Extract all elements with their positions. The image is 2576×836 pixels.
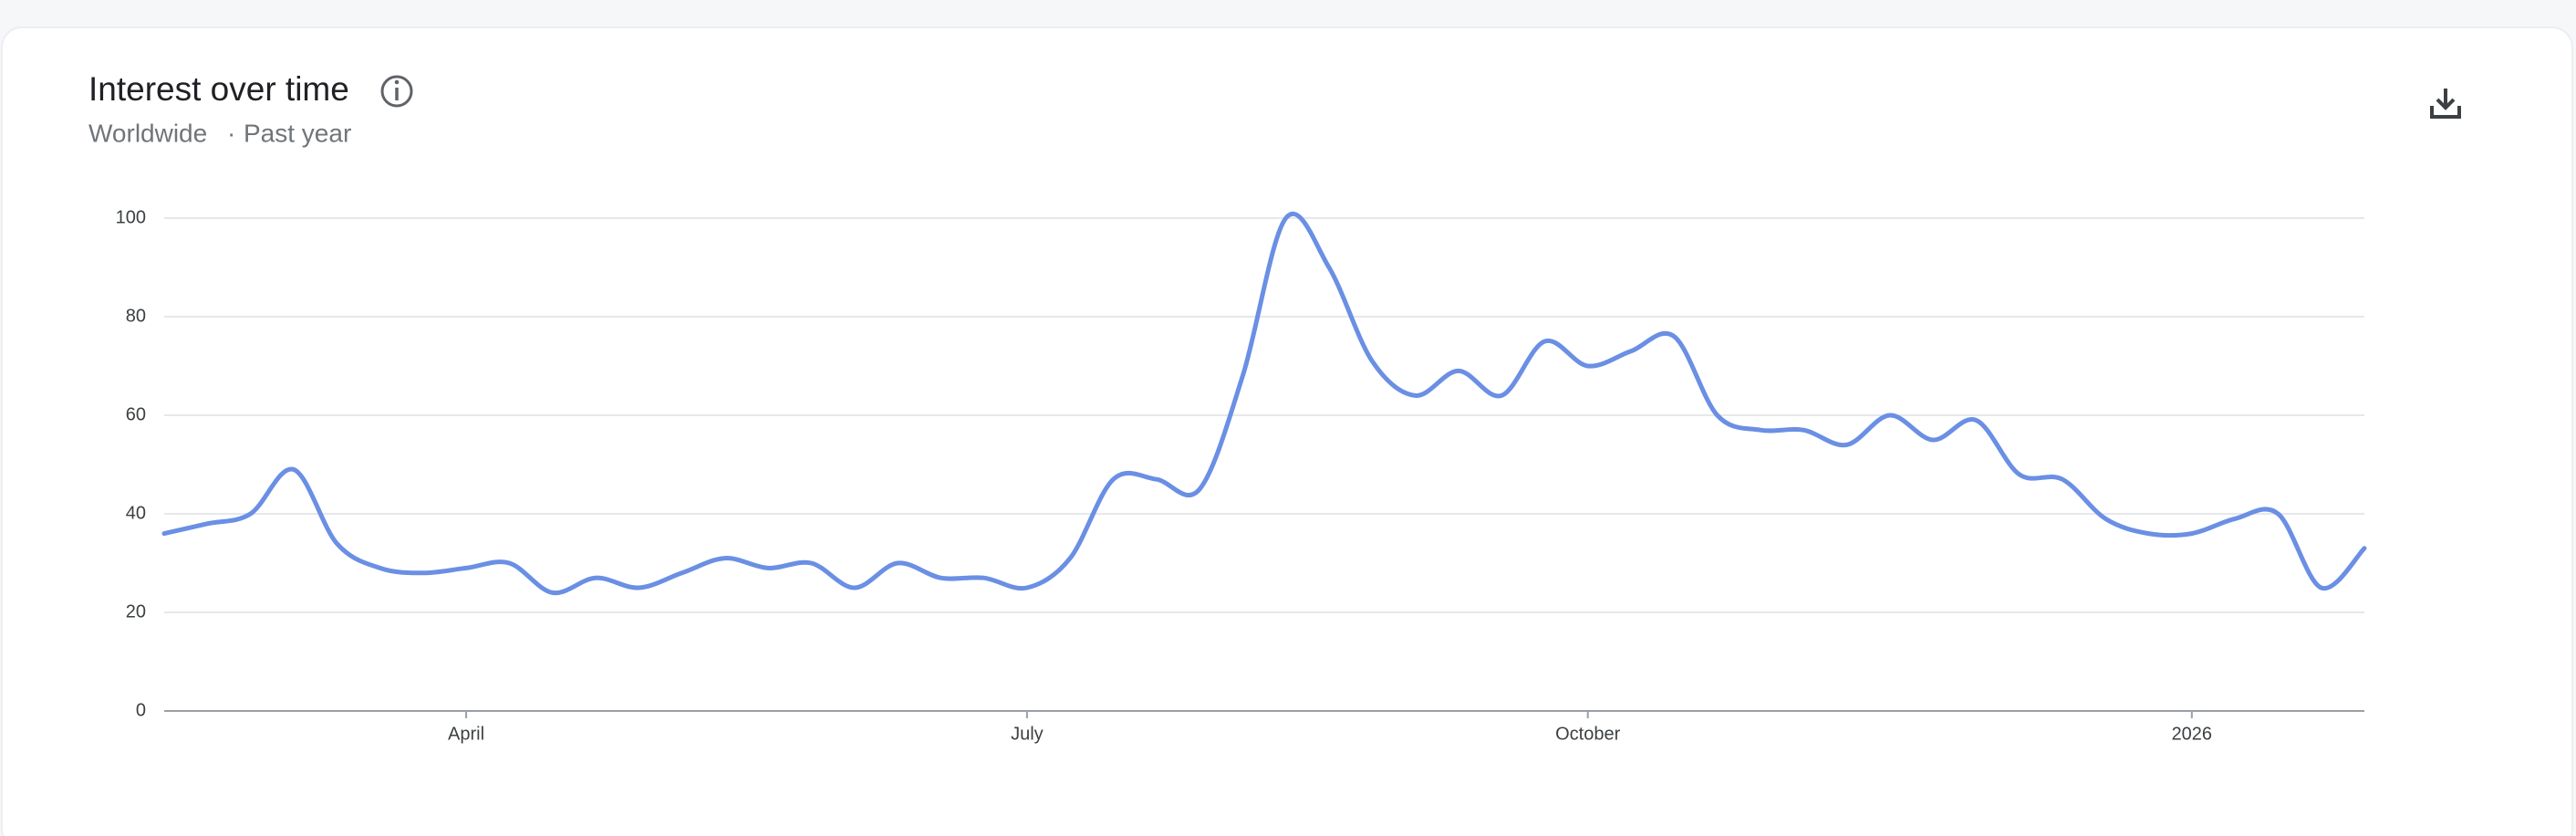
y-tick-label: 0 <box>136 700 146 720</box>
subtitle-separator: · <box>227 119 235 147</box>
subtitle-region: Worldwide <box>88 119 207 147</box>
info-icon[interactable] <box>380 75 413 108</box>
x-tick-label: April <box>448 724 484 744</box>
x-tick-label: October <box>1555 724 1620 744</box>
card <box>1 26 2573 836</box>
y-tick-label: 100 <box>116 207 146 227</box>
chart-title: Interest over time <box>88 70 349 108</box>
x-tick-label: July <box>1011 724 1044 744</box>
line-series <box>161 211 2367 596</box>
download-button[interactable] <box>2430 89 2461 119</box>
y-tick-label: 80 <box>126 306 146 326</box>
x-tick-label: 2026 <box>2172 724 2213 744</box>
subtitle-period: Past year <box>244 119 351 147</box>
y-tick-label: 60 <box>126 404 146 424</box>
y-tick-label: 20 <box>126 601 146 622</box>
y-tick-label: 40 <box>126 503 146 523</box>
